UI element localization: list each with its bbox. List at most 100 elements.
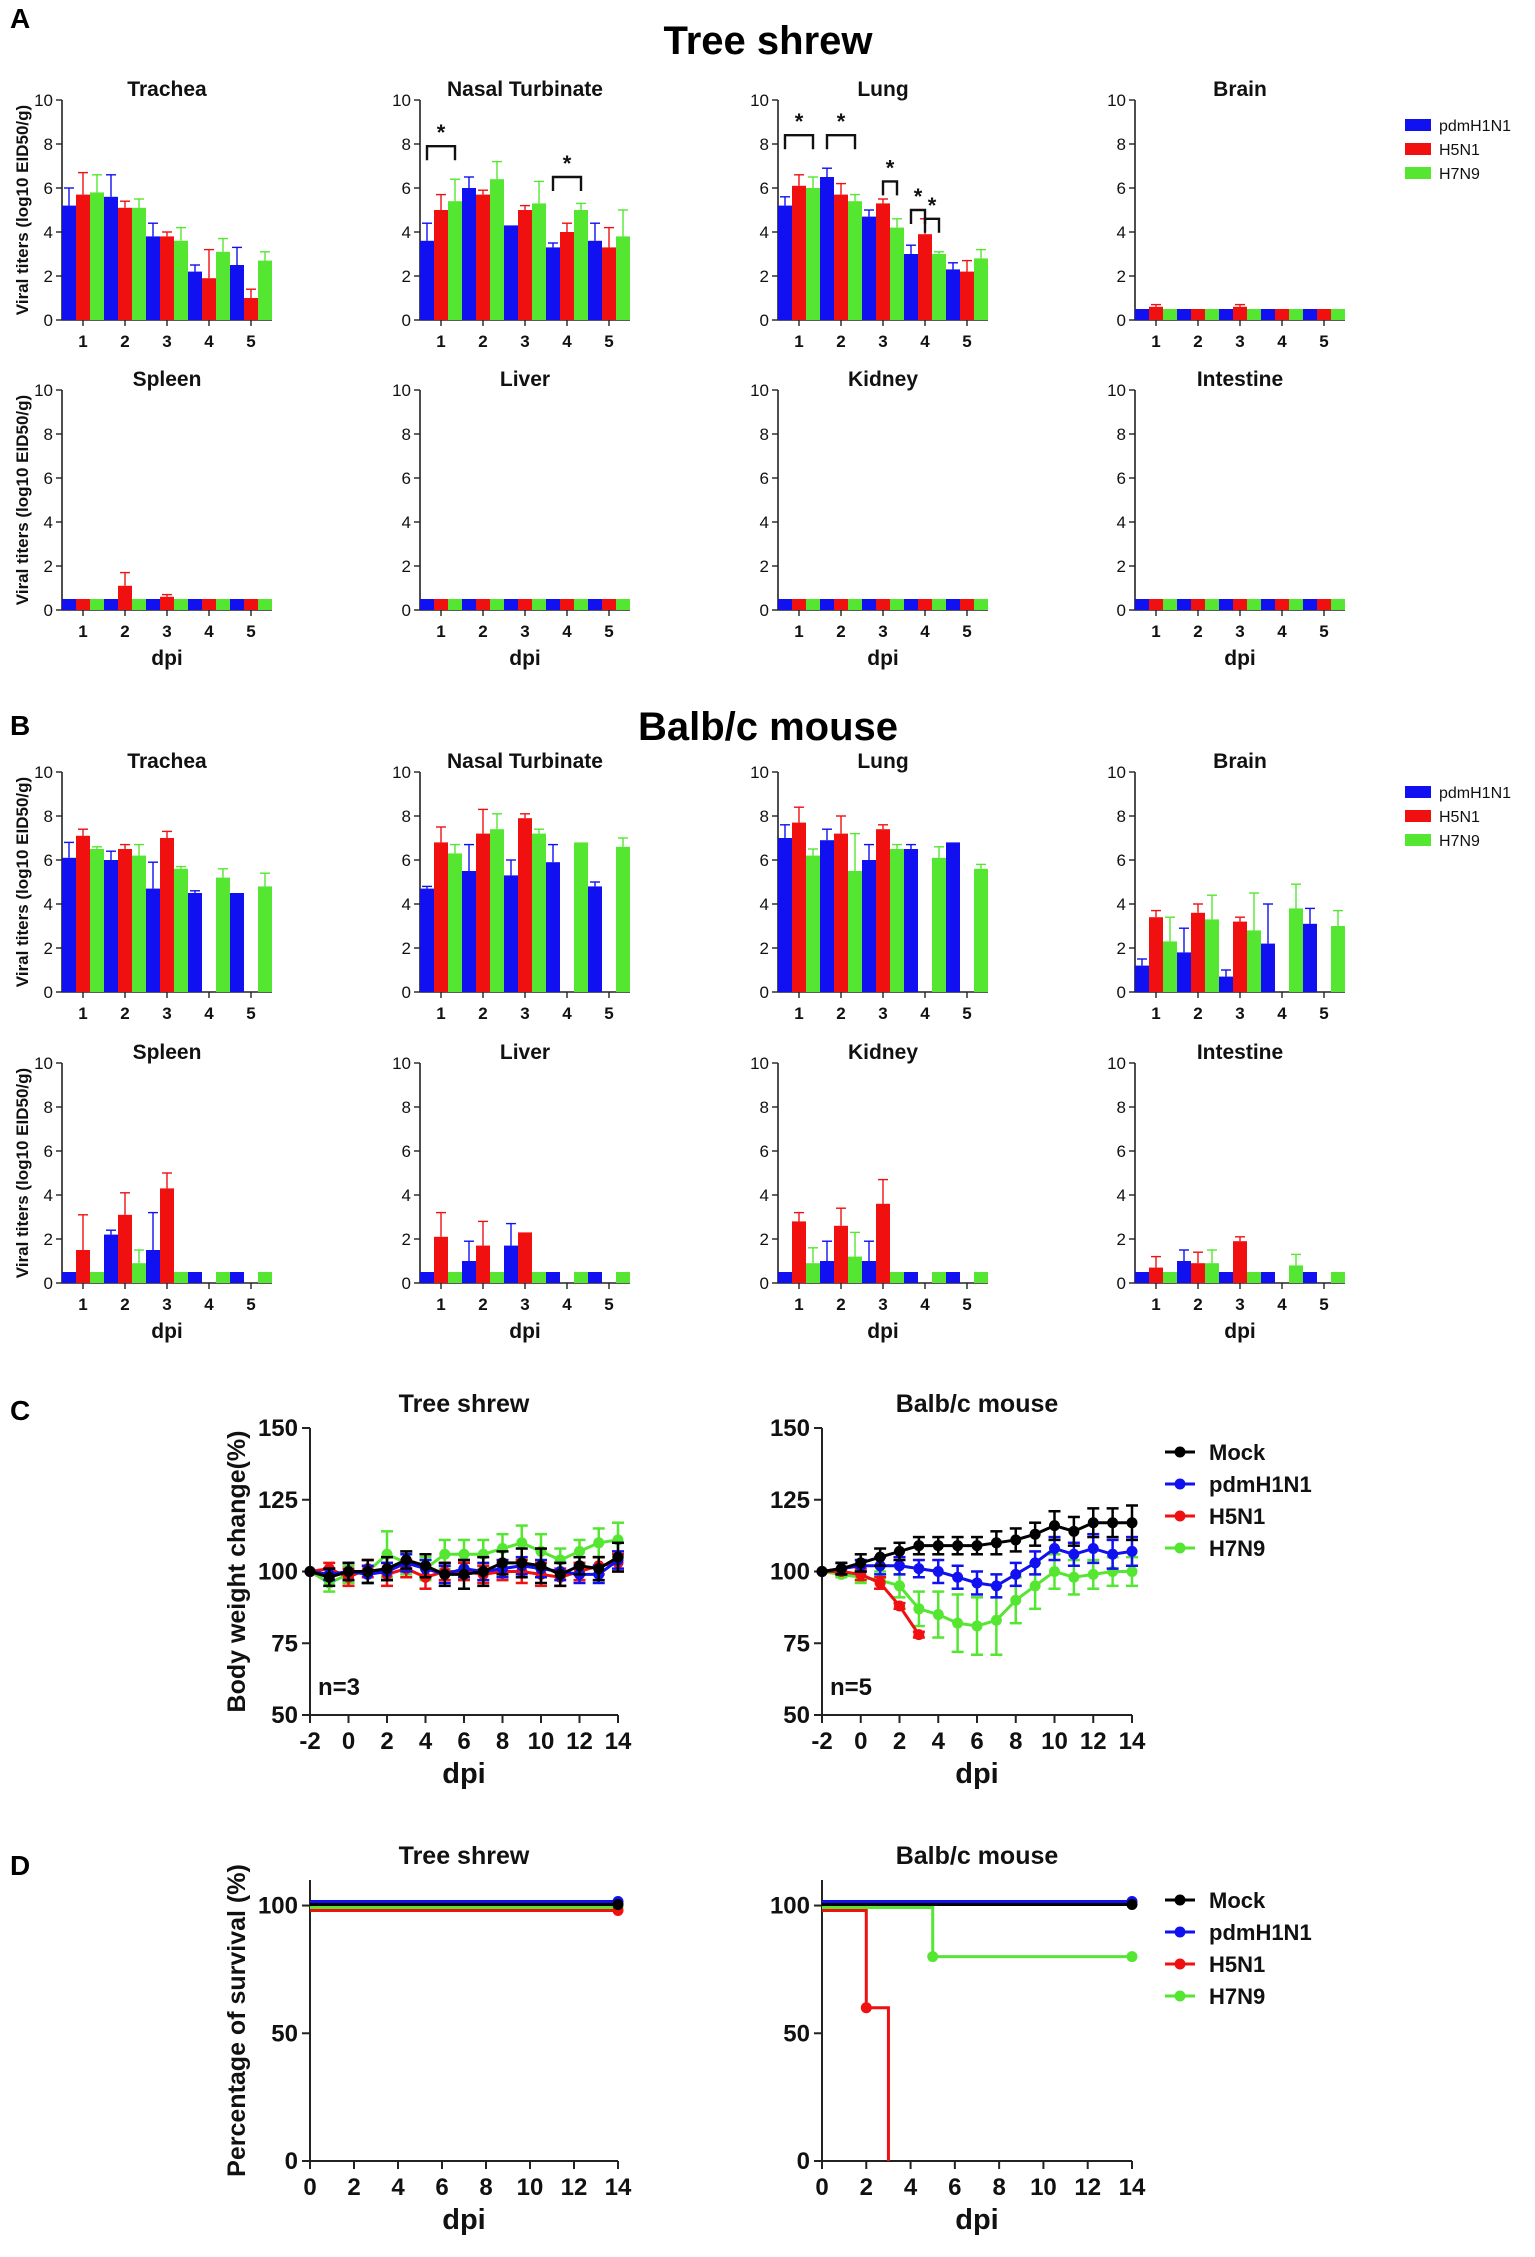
data-point-h5n1 xyxy=(913,1629,925,1641)
bar-h7n9 xyxy=(1247,1272,1261,1283)
end-marker-mock xyxy=(1126,1899,1138,1911)
bar-pdmh1n1 xyxy=(104,196,118,320)
bar-legend-b: pdmH1N1 H5N1 H7N9 xyxy=(1405,785,1511,850)
bar-h7n9 xyxy=(532,833,546,992)
chart-title: Balb/c mouse xyxy=(896,1390,1059,1418)
legend-label-h5n1: H5N1 xyxy=(1439,142,1480,159)
legend-label-pdmh1n1: pdmH1N1 xyxy=(1439,118,1511,135)
data-point-h7n9 xyxy=(1029,1580,1041,1592)
x-tick-label: 5 xyxy=(604,1004,613,1023)
significance-bracket xyxy=(551,175,583,191)
bar-h5n1 xyxy=(876,203,890,320)
x-tick-label: 2 xyxy=(478,1004,487,1023)
bar-h7n9 xyxy=(532,599,546,610)
x-tick-label: 5 xyxy=(604,1295,613,1314)
y-tick-label: 10 xyxy=(750,381,769,400)
bar-h5n1 xyxy=(876,1203,890,1283)
x-axis-label: dpi xyxy=(442,2204,486,2236)
bar-h5n1 xyxy=(118,207,132,320)
bar-h5n1 xyxy=(792,822,806,992)
x-tick-label: 1 xyxy=(794,1295,803,1314)
survival-curve-h7n9 xyxy=(822,1906,1132,1959)
y-tick-label: 8 xyxy=(44,135,53,154)
y-tick-label: 6 xyxy=(760,469,769,488)
y-tick-label: 4 xyxy=(1117,895,1126,914)
bar-h5n1 xyxy=(960,271,974,320)
x-tick-label: 1 xyxy=(1151,622,1160,641)
bar-h5n1 xyxy=(1191,599,1205,610)
bar-h7n9 xyxy=(574,599,588,610)
bar-pdmh1n1 xyxy=(230,893,244,992)
bar-h7n9 xyxy=(174,1272,188,1283)
bar-h7n9 xyxy=(1163,1272,1177,1283)
x-tick-label: 3 xyxy=(1235,1004,1244,1023)
bar-h5n1 xyxy=(1191,309,1205,320)
x-tick-label: 10 xyxy=(1030,2174,1057,2201)
data-point-mock xyxy=(381,1563,393,1575)
x-tick-label: 4 xyxy=(920,1295,930,1314)
bar-pdmh1n1 xyxy=(1177,1261,1191,1283)
bar-h5n1 xyxy=(1275,309,1289,320)
bar-h5n1 xyxy=(1191,1263,1205,1283)
x-tick-label: 5 xyxy=(962,1004,971,1023)
y-tick-label: 4 xyxy=(760,513,769,532)
y-tick-label: 0 xyxy=(797,2148,810,2175)
x-tick-label: 5 xyxy=(1319,622,1328,641)
data-point-pdmh1n1 xyxy=(1049,1543,1060,1555)
chart-title: Intestine xyxy=(1197,1041,1283,1064)
bar-h7n9 xyxy=(616,236,630,320)
bar-h7n9 xyxy=(132,599,146,610)
chart-title: Liver xyxy=(500,368,550,391)
bar-h5n1 xyxy=(434,210,448,320)
y-tick-label: 0 xyxy=(44,1274,53,1293)
y-tick-label: 2 xyxy=(44,939,53,958)
legend-marker-h5n1 xyxy=(1174,1958,1186,1970)
chart-title: Trachea xyxy=(127,750,207,773)
bar-h5n1 xyxy=(476,599,490,610)
bar-h5n1 xyxy=(160,1188,174,1283)
x-axis-label: dpi xyxy=(955,2204,999,2236)
bar-h7n9 xyxy=(974,868,988,992)
y-tick-label: 100 xyxy=(770,1559,810,1586)
x-tick-label: 1 xyxy=(436,622,445,641)
x-tick-label: 1 xyxy=(78,1004,87,1023)
x-tick-label: 5 xyxy=(1319,1004,1328,1023)
data-point-pdmh1n1 xyxy=(894,1560,905,1572)
bar-h5n1 xyxy=(160,596,174,610)
y-axis-label: Viral titers (log10 EID50/g) xyxy=(13,395,32,605)
legend-marker-h7n9 xyxy=(1174,1542,1186,1554)
bar-h5n1 xyxy=(76,1250,90,1283)
data-point-mock xyxy=(971,1540,983,1552)
x-tick-label: 5 xyxy=(1319,1295,1328,1314)
bar-pdmh1n1 xyxy=(1135,965,1149,992)
bar-h5n1 xyxy=(876,599,890,610)
data-point-h7n9 xyxy=(913,1603,925,1615)
bar-h7n9 xyxy=(574,210,588,320)
bar-h5n1 xyxy=(1149,1267,1163,1283)
x-tick-label: 3 xyxy=(878,332,887,351)
bar-h7n9 xyxy=(1247,930,1261,992)
bar-pdmh1n1 xyxy=(1219,309,1233,320)
bar-h5n1 xyxy=(1233,599,1247,610)
data-point-pdmh1n1 xyxy=(1126,1545,1138,1557)
chart-title: Tree shrew xyxy=(399,1390,530,1418)
y-tick-label: 50 xyxy=(783,2020,810,2047)
significance-mark: * xyxy=(914,184,923,209)
data-point-mock xyxy=(593,1563,605,1575)
significance-bracket xyxy=(881,180,899,196)
chart-title: Lung xyxy=(857,750,908,773)
chart-title: Brain xyxy=(1213,78,1267,101)
y-tick-label: 150 xyxy=(258,1415,298,1442)
x-axis-label: dpi xyxy=(1224,1320,1256,1343)
survival-curve-h5n1 xyxy=(822,1909,890,2161)
y-tick-label: 8 xyxy=(760,135,769,154)
line-chart-d-balbc-mouse: Balb/c mouse 0 50 100 0 2 4 6 8 10 12 14 dpi xyxy=(770,1842,1146,2236)
y-tick-label: 4 xyxy=(1117,513,1126,532)
x-tick-label: 3 xyxy=(1235,332,1244,351)
legend-marker-pdmh1n1 xyxy=(1174,1926,1186,1938)
bar-h5n1 xyxy=(476,833,490,992)
x-tick-label: 1 xyxy=(436,1004,445,1023)
bar-pdmh1n1 xyxy=(146,1250,160,1283)
